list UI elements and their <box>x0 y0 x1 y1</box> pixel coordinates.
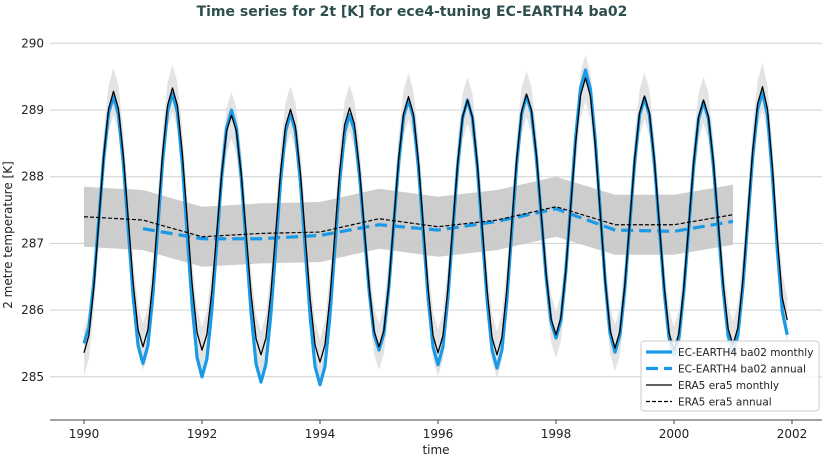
y-tick-label: 286 <box>21 303 44 317</box>
y-tick-label: 290 <box>21 36 44 50</box>
y-tick-label: 285 <box>21 370 44 384</box>
series-line-era5-era5-annual <box>83 206 734 238</box>
legend-label: EC-EARTH4 ba02 monthly <box>678 347 813 359</box>
series-line-era5-era5-monthly <box>83 77 788 363</box>
legend-box <box>640 340 820 412</box>
legend-label: ERA5 era5 monthly <box>678 380 779 392</box>
annual-spread-band <box>84 176 733 267</box>
x-tick-label: 1998 <box>541 427 572 441</box>
x-tick-label: 2000 <box>659 427 690 441</box>
series-line-ec-earth4-ba02-monthly <box>82 68 789 387</box>
x-tick-label: 1990 <box>69 427 100 441</box>
x-tick-label: 1996 <box>423 427 454 441</box>
x-tick-label: 2002 <box>777 427 808 441</box>
x-axis-label: time <box>422 443 449 457</box>
series-line-ec-earth4-ba02-annual <box>142 207 734 241</box>
y-axis-label: 2 metre temperature [K] <box>1 161 15 309</box>
y-tick-label: 289 <box>21 103 44 117</box>
legend-label: ERA5 era5 annual <box>678 397 772 409</box>
y-tick-label: 287 <box>21 236 44 250</box>
chart-title: Time series for 2t [K] for ece4-tuning E… <box>197 4 628 20</box>
x-tick-label: 1992 <box>187 427 218 441</box>
x-tick-label: 1994 <box>305 427 336 441</box>
y-tick-label: 288 <box>21 170 44 184</box>
legend: EC-EARTH4 ba02 monthly EC-EARTH4 ba02 ann… <box>640 340 820 412</box>
legend-label: EC-EARTH4 ba02 annual <box>678 364 806 376</box>
